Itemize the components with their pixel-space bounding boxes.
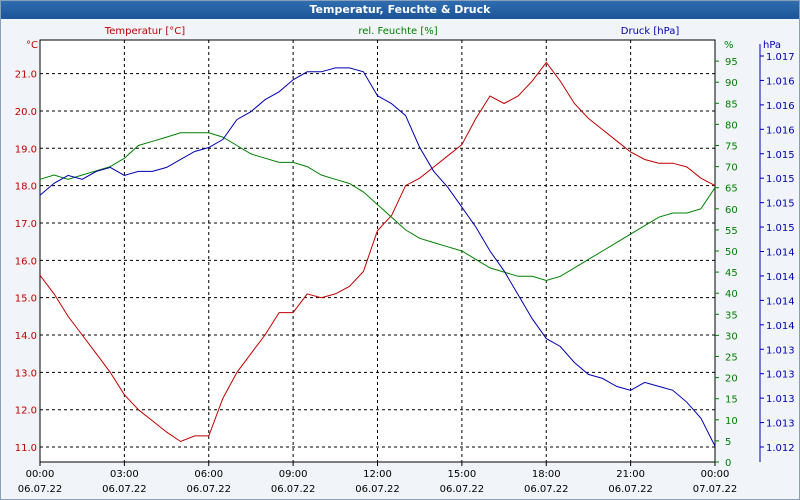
humidity-tick-label: 25 [725, 353, 738, 364]
x-tick-time: 06:00 [194, 469, 223, 480]
x-tick-time: 09:00 [279, 469, 308, 480]
x-tick-date: 06.07.22 [186, 484, 231, 495]
pressure-tick-label: 1.015 [766, 174, 795, 185]
pressure-tick-label: 1.014 [766, 321, 795, 332]
pressure-tick-label: 1.017 [766, 52, 795, 63]
pressure-tick-label: 1.014 [766, 272, 795, 283]
x-tick-time: 15:00 [447, 469, 476, 480]
humidity-tick-label: 10 [725, 416, 738, 427]
pressure-tick-label: 1.015 [766, 199, 795, 210]
x-tick-date: 06.07.22 [524, 484, 569, 495]
x-tick-date: 06.07.22 [440, 484, 485, 495]
x-tick-date: 07.07.22 [693, 484, 738, 495]
humidity-tick-label: 15 [725, 395, 738, 406]
humidity-tick-label: 90 [725, 78, 738, 89]
tick-labels: 00:00 06.07.22 03:00 06.07.22 06:00 06.07.22 0… [15, 52, 795, 495]
pressure-axis-label: Druck [hPa] [621, 26, 680, 37]
x-tick-date: 06.07.22 [355, 484, 400, 495]
x-tick-date: 06.07.22 [102, 484, 147, 495]
pressure-tick-label: 1.016 [766, 125, 795, 136]
pressure-tick-label: 1.013 [766, 345, 795, 356]
humidity-tick-label: 70 [725, 163, 738, 174]
humidity-axis-label: rel. Feuchte [%] [358, 26, 437, 37]
x-tick-date: 06.07.22 [271, 484, 316, 495]
humidity-tick-label: 20 [725, 374, 738, 385]
series-line-temperature [39, 61, 716, 443]
pressure-tick-label: 1.012 [766, 443, 795, 454]
humidity-tick-label: 80 [725, 120, 738, 131]
humidity-tick-label: 35 [725, 310, 738, 321]
temp-tick-label: 17.0 [15, 219, 37, 230]
humidity-tick-label: 95 [725, 57, 738, 68]
pressure-tick-label: 1.015 [766, 223, 795, 234]
series-line-humidity [39, 132, 716, 282]
humidity-tick-label: 45 [725, 268, 738, 279]
x-tick-time: 18:00 [532, 469, 561, 480]
series-lines [39, 61, 716, 447]
x-tick-time: 00:00 [701, 469, 730, 480]
temp-tick-label: 14.0 [15, 331, 37, 342]
humidity-tick-label: 65 [725, 184, 738, 195]
temp-axis-label: Temperatur [°C] [104, 26, 185, 37]
pressure-tick-label: 1.016 [766, 101, 795, 112]
pressure-tick-label: 1.015 [766, 150, 795, 161]
humidity-tick-label: 40 [725, 289, 738, 300]
temp-tick-label: 16.0 [15, 256, 37, 267]
humidity-tick-label: 5 [725, 437, 731, 448]
pressure-tick-label: 1.013 [766, 394, 795, 405]
temp-tick-label: 18.0 [15, 182, 37, 193]
pressure-tick-label: 1.013 [766, 370, 795, 381]
x-tick-time: 21:00 [616, 469, 645, 480]
humidity-tick-label: 75 [725, 142, 738, 153]
temp-tick-label: 13.0 [15, 368, 37, 379]
humidity-unit: % [724, 40, 734, 51]
x-tick-date: 06.07.22 [608, 484, 653, 495]
x-tick-time: 03:00 [110, 469, 139, 480]
pressure-tick-label: 1.013 [766, 419, 795, 430]
temp-tick-label: 11.0 [15, 443, 37, 454]
temp-tick-label: 19.0 [15, 144, 37, 155]
temp-tick-label: 21.0 [15, 70, 37, 81]
temp-unit: °C [26, 40, 38, 51]
window-title: Temperatur, Feuchte & Druck [1, 1, 799, 19]
humidity-tick-label: 0 [725, 458, 731, 469]
humidity-tick-label: 30 [725, 331, 738, 342]
temp-tick-label: 20.0 [15, 107, 37, 118]
pressure-tick-label: 1.016 [766, 76, 795, 87]
x-tick-time: 00:00 [26, 469, 55, 480]
temp-tick-label: 12.0 [15, 406, 37, 417]
grid [39, 40, 764, 466]
x-tick-date: 06.07.22 [18, 484, 63, 495]
humidity-tick-label: 60 [725, 205, 738, 216]
pressure-tick-label: 1.014 [766, 296, 795, 307]
humidity-tick-label: 55 [725, 226, 738, 237]
series-line-pressure [39, 67, 716, 447]
humidity-tick-label: 85 [725, 99, 738, 110]
pressure-tick-label: 1.014 [766, 248, 795, 259]
pressure-unit: hPa [763, 40, 781, 51]
humidity-tick-label: 50 [725, 247, 738, 258]
temp-tick-label: 15.0 [15, 294, 37, 305]
x-tick-time: 12:00 [363, 469, 392, 480]
